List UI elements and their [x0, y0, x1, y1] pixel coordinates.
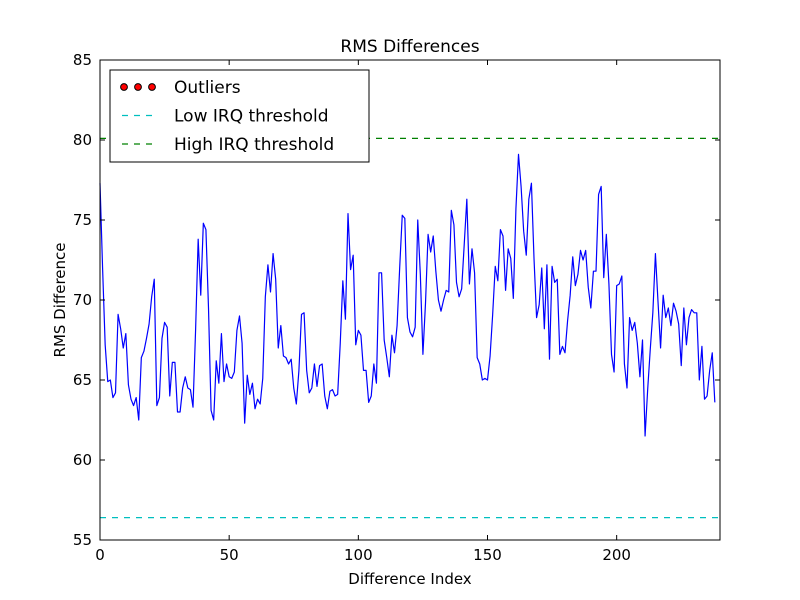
rms-series-line [99, 153, 716, 437]
legend-label: Outliers [174, 78, 241, 98]
y-tick-label: 80 [73, 131, 92, 149]
axis-ticks: 0 50 100 150 200 55 60 65 70 75 80 85 [73, 51, 720, 564]
legend-entry: High IRQ threshold [122, 135, 334, 155]
legend: Outliers Low IRQ threshold High IRQ thresh… [109, 69, 370, 163]
y-tick-label: 70 [73, 291, 92, 309]
x-tick-label: 0 [95, 546, 105, 564]
x-tick-label: 100 [344, 546, 373, 564]
y-tick-label: 55 [73, 531, 92, 549]
y-axis-label: RMS Difference [51, 243, 69, 358]
y-tick-label: 60 [73, 451, 92, 469]
x-tick-label: 150 [473, 546, 502, 564]
chart-title: RMS Differences [340, 37, 479, 57]
legend-entry: Outliers [120, 78, 241, 98]
legend-outlier-marker [134, 83, 142, 91]
y-tick-label: 75 [73, 211, 92, 229]
x-tick-label: 50 [220, 546, 239, 564]
x-axis-label: Difference Index [348, 570, 472, 588]
legend-outlier-marker [148, 83, 156, 91]
y-tick-label: 65 [73, 371, 92, 389]
legend-label: Low IRQ threshold [174, 107, 329, 127]
legend-entry: Low IRQ threshold [122, 107, 329, 127]
x-tick-label: 200 [602, 546, 631, 564]
legend-outlier-marker [120, 83, 128, 91]
legend-label: High IRQ threshold [174, 135, 334, 155]
plot-area [99, 137, 720, 519]
y-tick-label: 85 [73, 51, 92, 69]
